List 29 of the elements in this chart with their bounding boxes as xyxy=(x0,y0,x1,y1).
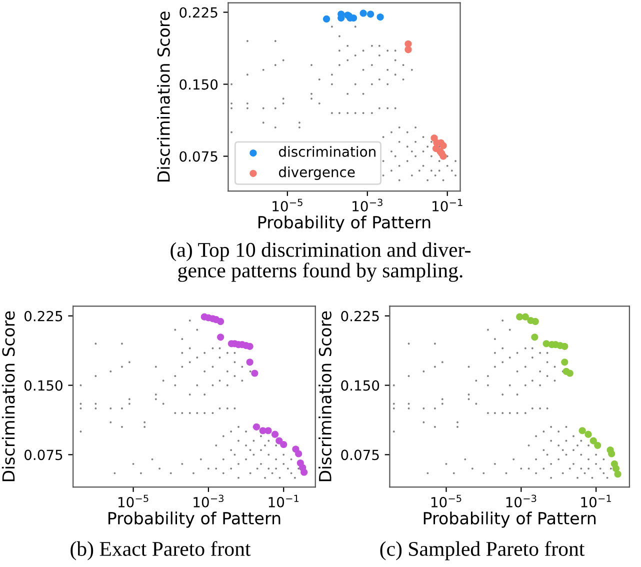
y-axis-title: Discrimination Score xyxy=(318,311,332,482)
x-tick-label: 10$^{−3}$ xyxy=(352,198,382,212)
x-tick-label: 10$^{−5}$ xyxy=(431,494,462,508)
y-tick-label: 0.075 xyxy=(24,450,62,460)
y-tick-label: 0.150 xyxy=(180,79,218,90)
text: (a) Top 10 discrimination and diver- gence patterns found by sampling. xyxy=(170,242,470,282)
y-tick-label: 0.150 xyxy=(24,380,62,391)
y-tick-label: 0.150 xyxy=(341,380,380,391)
y-tick-label: 0.225 xyxy=(24,310,62,322)
text: (c) Sampled Pareto front xyxy=(380,541,585,560)
y-axis-title: Discrimination Score xyxy=(2,311,15,482)
x-tick-label: 10$^{−5}$ xyxy=(272,198,302,212)
x-tick-label: 10$^{−5}$ xyxy=(118,494,148,508)
x-tick-label: 10$^{−1}$ xyxy=(581,494,611,508)
x-axis-title: Probability of Pattern xyxy=(108,512,280,528)
legend-label: discrimination xyxy=(278,146,376,157)
x-axis-title: Probability of Pattern xyxy=(258,216,430,232)
x-tick-label: 10$^{−3}$ xyxy=(506,494,536,508)
y-axis-title: Discrimination Score xyxy=(157,12,170,182)
x-axis-title: Probability of Pattern xyxy=(424,512,596,528)
x-tick-label: 10$^{−1}$ xyxy=(268,494,299,508)
y-tick-label: 0.075 xyxy=(341,450,379,460)
x-tick-label: 10$^{−3}$ xyxy=(194,494,224,508)
y-tick-label: 0.225 xyxy=(180,7,218,18)
y-tick-label: 0.075 xyxy=(180,151,218,162)
legend-label: divergence xyxy=(278,166,355,180)
text: (b) Exact Pareto front xyxy=(70,541,251,560)
y-tick-label: 0.225 xyxy=(341,310,379,322)
x-tick-label: 10$^{−1}$ xyxy=(432,198,462,212)
